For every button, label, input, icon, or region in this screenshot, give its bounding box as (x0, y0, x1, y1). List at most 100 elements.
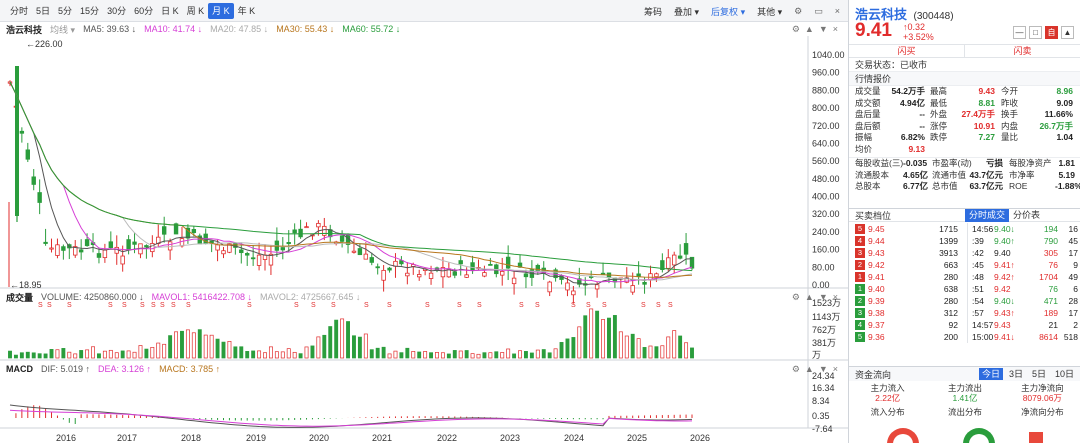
period-tab-3[interactable]: 15分 (80, 5, 100, 16)
period-tab-0[interactable]: 分时 (10, 5, 29, 16)
tab-10d[interactable]: 10日 (1054, 369, 1074, 379)
volume-legend: 成交量 VOLUME: 4250860.000 ↓ MAVOL1: 541642… (0, 290, 848, 304)
dif-value: DIF: 5.019 ↑ (41, 364, 91, 374)
gear-icon[interactable]: ⚙ (794, 5, 803, 16)
price-axis-label: 880.00 (812, 85, 840, 95)
close-icon[interactable]: × (832, 364, 838, 374)
quote-label: 流通股本 (855, 169, 890, 180)
candle-body (161, 226, 167, 235)
candle-body (132, 241, 137, 245)
period-tab-9[interactable]: 年 K (237, 5, 256, 16)
tab-today[interactable]: 今日 (978, 368, 1003, 380)
settings-icon[interactable]: ⚙ (791, 23, 800, 34)
inflow-pie-inner (893, 434, 913, 443)
quote-label: 市盈率(动) (932, 158, 972, 168)
sell-signal-marker: S (387, 302, 392, 309)
ask-row[interactable]: 3 9.43 3913 (849, 247, 965, 259)
flash-sell-button[interactable]: 闪卖 (964, 45, 1080, 57)
watchlist-button[interactable]: 自 (1045, 26, 1058, 39)
volume-bar (518, 350, 522, 359)
candle-body (482, 272, 487, 277)
volume-bar (274, 351, 279, 359)
bid-row[interactable]: 4 9.37 92 (849, 319, 965, 331)
arrow-up-icon[interactable]: ▲ (804, 292, 814, 302)
bid-row[interactable]: 1 9.40 638 (849, 283, 965, 295)
ask-row[interactable]: 2 9.42 663 (849, 259, 965, 271)
bid-row[interactable]: 5 9.36 200 (849, 331, 965, 343)
ask-row[interactable]: 4 9.44 1399 (849, 235, 965, 247)
tab-5d[interactable]: 5日 (1031, 369, 1046, 379)
close-icon[interactable]: × (834, 6, 840, 16)
candle-body (405, 272, 410, 277)
ask-row[interactable]: 5 9.45 1715 (849, 223, 965, 235)
tick-row: :54 9.40↓ 471 28 (968, 295, 1080, 307)
quote-value: 11.66% (1044, 109, 1073, 119)
order-book-title: 买卖档位 (855, 210, 892, 221)
period-tab-8[interactable]: 月 K (208, 2, 234, 19)
volume-axis-label: 1523万 (812, 298, 841, 308)
volume-bar (666, 336, 671, 359)
tab-tick-trades[interactable]: 分时成交 (965, 208, 1010, 222)
period-tab-4[interactable]: 30分 (107, 5, 127, 16)
chart-kind-label[interactable]: 均线 ▾ (50, 24, 76, 35)
ma5-value: MA5: 39.63 ↓ (83, 24, 137, 34)
level-badge: 5 (855, 332, 865, 342)
volume-bar (120, 350, 125, 359)
flash-buy-button[interactable]: 闪买 (897, 46, 916, 56)
settings-icon[interactable]: ⚙ (791, 291, 800, 302)
kline-chart-area[interactable]: 1040.00 960.00 880.00 800.00 720.00 640.00 560… (0, 22, 848, 443)
candle-body (19, 130, 25, 134)
period-tab-5[interactable]: 60分 (134, 5, 154, 16)
period-tab-1[interactable]: 5日 (36, 5, 51, 16)
period-tab-6[interactable]: 日 K (161, 5, 179, 16)
bid-row[interactable]: 2 9.39 280 (849, 295, 965, 307)
fund-flow-pies (887, 428, 1043, 443)
level-badge: 2 (855, 296, 865, 306)
minimize-button[interactable]: — (1013, 26, 1026, 39)
arrow-up-icon[interactable]: ▲ (804, 364, 814, 374)
tick-volume: 790 (1043, 236, 1058, 246)
close-icon[interactable]: × (832, 292, 838, 302)
quote-label: 昨收 (1001, 97, 1019, 108)
order-book-tabs: 买卖档位 分时成交 分价表 (849, 208, 1080, 222)
volume-axis-label: 762万 (812, 325, 836, 335)
macd-legend-controls: ⚙ ▲ ▼ × (792, 362, 838, 376)
tick-count: 6 (1073, 284, 1078, 294)
kline-chart-svg[interactable]: 1040.00 960.00 880.00 800.00 720.00 640.00 560… (0, 22, 848, 443)
maximize-button[interactable]: □ (1029, 26, 1042, 39)
tick-row: 14:57 9.43 21 2 (968, 319, 1080, 331)
arrow-up-icon[interactable]: ▲ (804, 24, 814, 34)
ask-row[interactable]: 1 9.41 280 (849, 271, 965, 283)
tick-count: 9 (1073, 260, 1078, 270)
candle-body (185, 227, 191, 239)
close-icon[interactable]: × (832, 24, 838, 34)
chip-button[interactable]: 筹码 (643, 6, 662, 17)
candle-body (381, 269, 386, 281)
year-axis-label: 2022 (437, 433, 457, 443)
window-icon[interactable]: ▭ (814, 5, 823, 16)
settings-icon[interactable]: ⚙ (791, 363, 800, 374)
tab-price-table[interactable]: 分价表 (1013, 209, 1041, 220)
tab-3d[interactable]: 3日 (1008, 369, 1023, 379)
volume-bar (25, 351, 30, 359)
overlay-button[interactable]: 叠加 ▾ (674, 6, 700, 17)
tick-price: 9.43↑ (994, 308, 1015, 318)
tick-count: 45 (1068, 236, 1078, 246)
volume-bar (346, 321, 350, 359)
adjust-button[interactable]: 后复权 ▾ (711, 6, 746, 17)
bid-row[interactable]: 3 9.38 312 (849, 307, 965, 319)
level-volume: 92 (948, 320, 958, 330)
expand-button[interactable]: ▲ (1061, 26, 1074, 39)
arrow-down-icon[interactable]: ▼ (818, 292, 828, 302)
arrow-down-icon[interactable]: ▼ (818, 24, 828, 34)
other-button[interactable]: 其他 ▾ (757, 6, 783, 17)
volume-bar (292, 351, 297, 359)
change-amount: ↑0.32 (903, 22, 926, 32)
quote-value: 9.43 (978, 86, 995, 96)
volume-bar (55, 349, 60, 359)
period-tab-2[interactable]: 5分 (58, 5, 73, 16)
volume-bar (298, 353, 303, 359)
volume-bar (185, 329, 190, 359)
arrow-down-icon[interactable]: ▼ (818, 364, 828, 374)
period-tab-7[interactable]: 周 K (186, 5, 205, 16)
